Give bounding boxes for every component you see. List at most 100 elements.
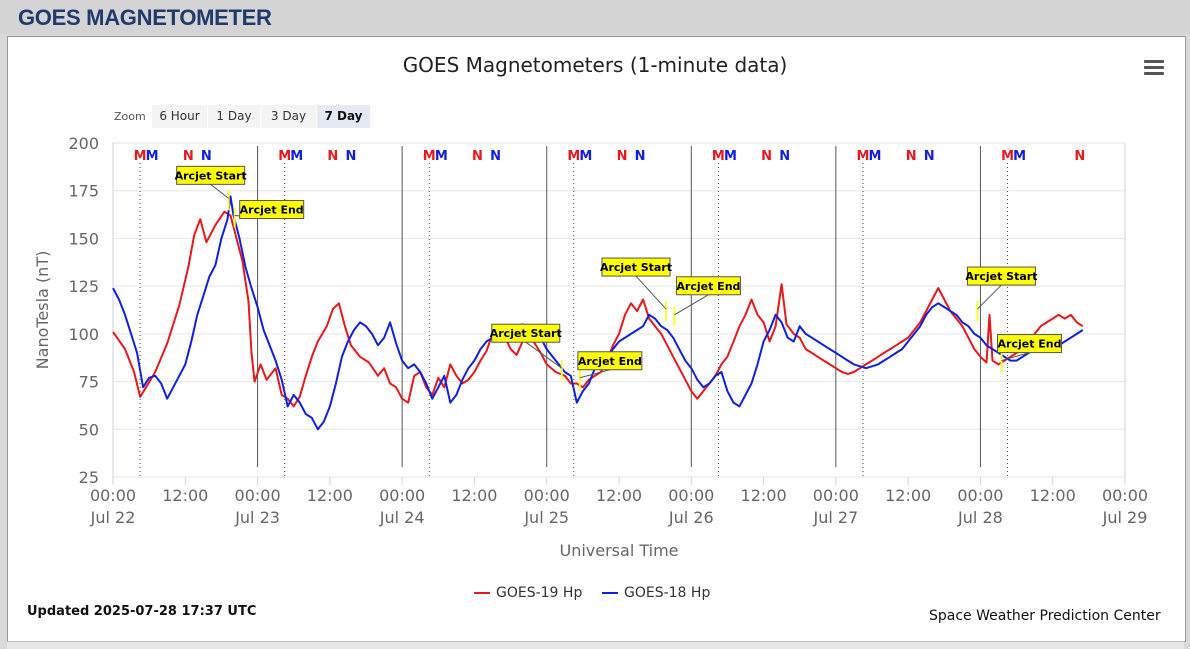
x-tick-time: 12:00 xyxy=(307,486,353,505)
arcjet-connector xyxy=(210,183,229,199)
legend-label-goes18: GOES-18 Hp xyxy=(624,585,711,601)
x-tick-time: 12:00 xyxy=(162,486,208,505)
arcjet-label-box xyxy=(239,200,305,220)
legend-item-goes19[interactable]: GOES-19 Hp xyxy=(474,585,582,601)
y-tick-label: 175 xyxy=(68,182,99,201)
mn-marker-label: N xyxy=(490,149,501,164)
arcjet-label-text: Arcjet Start xyxy=(600,261,672,274)
mn-marker-label: M xyxy=(423,149,436,164)
y-axis-title: NanoTesla (nT) xyxy=(33,251,52,370)
arcjet-connector xyxy=(579,369,610,379)
mn-marker-label: M xyxy=(146,149,159,164)
x-tick-time: 00:00 xyxy=(379,486,425,505)
mn-marker-label: N xyxy=(924,149,935,164)
mn-marker-label: N xyxy=(617,149,628,164)
page-title: GOES MAGNETOMETER xyxy=(18,5,272,30)
mn-marker-label: M xyxy=(435,149,448,164)
axis-layer: 25 50 75 100 125 150 175 200 00:00 Jul 22 12:00 00:… xyxy=(33,134,1148,560)
grid-layer xyxy=(112,142,1126,478)
mn-marker-label: N xyxy=(1074,149,1085,164)
bottom-scroll-strip xyxy=(7,641,1184,649)
hamburger-menu-icon[interactable] xyxy=(1144,60,1164,78)
y-tick-label: 100 xyxy=(68,325,99,344)
arcjet-label-box xyxy=(601,257,671,277)
arcjet-label-text: Arcjet End xyxy=(578,355,642,368)
arcjet-label-text: Arcjet End xyxy=(998,338,1062,351)
x-tick-date: Jul 26 xyxy=(668,508,714,527)
arcjet-connector xyxy=(977,284,1002,310)
mn-marker-label: N xyxy=(761,149,772,164)
mn-marker-label: M xyxy=(869,149,882,164)
y-tick-label: 75 xyxy=(79,373,99,392)
legend-line-goes19 xyxy=(474,592,490,594)
chart-panel xyxy=(7,36,1186,642)
legend-label-goes19: GOES-19 Hp xyxy=(496,585,583,601)
arcjet-label-text: Arcjet Start xyxy=(490,327,562,340)
chart-title: GOES Magnetometers (1-minute data) xyxy=(402,53,788,77)
y-tick-label: 125 xyxy=(68,277,99,296)
legend-item-goes18[interactable]: GOES-18 Hp xyxy=(602,585,710,601)
mn-marker-label: M xyxy=(579,149,592,164)
arcjet-connector xyxy=(674,294,709,316)
annotation-layer: Arcjet Start Arcjet End Arcjet Start Arcjet… xyxy=(175,165,1063,390)
mn-marker-label: M xyxy=(1013,149,1026,164)
x-tick-time: 00:00 xyxy=(235,486,281,505)
x-tick-time: 12:00 xyxy=(1030,486,1076,505)
arcjet-label-text: Arcjet Start xyxy=(175,169,247,182)
x-tick-time: 12:00 xyxy=(885,486,931,505)
x-tick-date: Jul 23 xyxy=(234,508,280,527)
mn-marker-label: N xyxy=(635,149,646,164)
page-header: GOES MAGNETOMETER xyxy=(0,0,1190,34)
x-tick-date: Jul 24 xyxy=(379,508,425,527)
x-tick-time: 00:00 xyxy=(90,486,136,505)
mn-marker-label: M xyxy=(567,149,580,164)
arcjet-label-text: Arcjet End xyxy=(240,204,304,217)
arcjet-label-box xyxy=(997,334,1063,354)
x-tick-time: 00:00 xyxy=(1102,486,1148,505)
y-tick-label: 150 xyxy=(68,229,99,248)
updated-timestamp: Updated 2025-07-28 17:37 UTC xyxy=(27,604,257,619)
series-layer xyxy=(112,195,1084,431)
mn-marker-label: N xyxy=(906,149,917,164)
arcjet-label-box xyxy=(966,266,1036,286)
plot-frame xyxy=(112,142,1126,478)
x-tick-date: Jul 29 xyxy=(1102,508,1148,527)
x-tick-time: 00:00 xyxy=(813,486,859,505)
x-tick-date: Jul 22 xyxy=(90,508,136,527)
arcjet-label-box xyxy=(176,165,246,185)
mn-marker-label: M xyxy=(134,149,147,164)
zoom-label: Zoom xyxy=(114,110,146,123)
arcjet-label-text: Arcjet Start xyxy=(965,270,1037,283)
x-tick-time: 12:00 xyxy=(451,486,497,505)
mn-marker-label: N xyxy=(472,149,483,164)
zoom-7day-button[interactable]: 7 Day xyxy=(317,105,370,128)
y-tick-label: 50 xyxy=(79,420,99,439)
x-axis-title: Universal Time xyxy=(559,541,678,560)
credit-text: Space Weather Prediction Center xyxy=(929,608,1161,624)
series-line-goes18 xyxy=(112,195,1084,431)
x-tick-time: 00:00 xyxy=(668,486,714,505)
zoom-3day-button[interactable]: 3 Day xyxy=(261,105,316,128)
arcjet-label-box xyxy=(675,276,741,296)
arcjet-connector xyxy=(1001,352,1030,362)
mn-marker-label: M xyxy=(724,149,737,164)
mn-marker-label: N xyxy=(345,149,356,164)
arcjet-connector xyxy=(525,341,563,369)
arcjet-label-box xyxy=(491,323,561,343)
mn-marker-label: M xyxy=(712,149,725,164)
legend-line-goes18 xyxy=(602,592,618,594)
mn-marker-label: M xyxy=(278,149,291,164)
x-tick-time: 00:00 xyxy=(524,486,570,505)
mn-marker-label: N xyxy=(201,149,212,164)
x-tick-time: 12:00 xyxy=(596,486,642,505)
x-tick-date: Jul 28 xyxy=(957,508,1003,527)
zoom-6hour-button[interactable]: 6 Hour xyxy=(152,105,207,128)
mn-marker-label: M xyxy=(856,149,869,164)
x-tick-time: 00:00 xyxy=(957,486,1003,505)
mn-marker-label: N xyxy=(327,149,338,164)
arcjet-connector xyxy=(635,275,667,310)
zoom-1day-button[interactable]: 1 Day xyxy=(208,105,260,128)
arcjet-label-text: Arcjet End xyxy=(676,280,740,293)
